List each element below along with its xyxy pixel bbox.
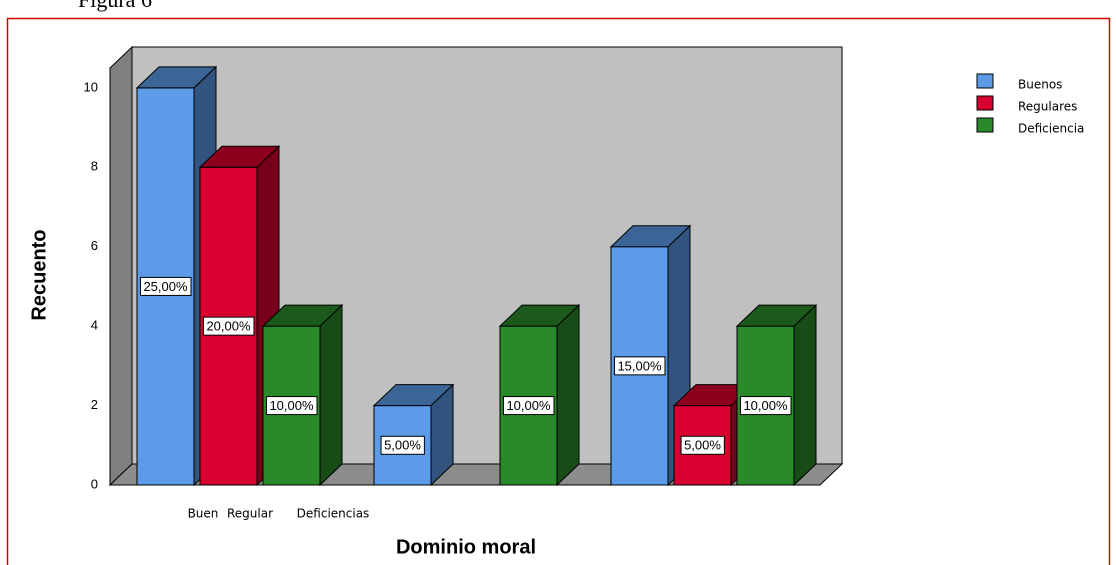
value-label: 10,00% [506, 398, 551, 413]
legend-swatch [976, 117, 994, 133]
legend-swatch [976, 73, 994, 89]
bar-top [609, 225, 692, 248]
y-tick-label: 0 [91, 476, 98, 491]
plot: 0 2 4 6 8 10 25,00% 20,00% 10,00% 5,00% 10,00% 15,0… [84, 45, 1084, 521]
y-tick-label: 2 [91, 397, 98, 412]
legend-label: Regulares [1018, 100, 1077, 114]
y-tick-label: 8 [91, 159, 98, 174]
legend-label: Deficiencia [1018, 122, 1084, 136]
y-tick-label: 4 [91, 318, 98, 333]
bar-top [261, 304, 344, 327]
bar-top [198, 145, 281, 168]
figure-label: Figura 6 [78, 0, 152, 12]
value-label: 5,00% [684, 438, 721, 453]
bar-side [556, 303, 580, 487]
frame [6, 17, 1111, 565]
left-wall [109, 45, 133, 487]
value-label-box [613, 356, 666, 376]
value-label-box [139, 276, 192, 296]
value-label-box [502, 396, 555, 416]
bar-top [498, 304, 581, 327]
legend-label: Buenos [1018, 78, 1062, 92]
x-tick-label: Buen [188, 507, 219, 521]
y-tick-label: 6 [91, 238, 98, 253]
value-label: 20,00% [206, 319, 251, 334]
value-label-box [380, 435, 425, 455]
value-label: 25,00% [143, 279, 188, 294]
value-label-box [202, 316, 255, 336]
y-axis-title: Recuento [28, 229, 50, 320]
value-label: 10,00% [269, 398, 314, 413]
x-tick-label: Deficiencias [297, 507, 370, 521]
bar-top [372, 384, 455, 407]
x-axis-title: Dominio moral [396, 536, 536, 558]
x-tick-label: Regular [227, 507, 273, 521]
value-label-box [265, 396, 318, 416]
value-label-box [739, 396, 792, 416]
legend-swatch [976, 95, 994, 111]
value-label: 5,00% [384, 438, 421, 453]
bar-top [135, 66, 218, 89]
y-tick-label: 10 [84, 79, 98, 94]
bar-top [735, 304, 818, 327]
value-label: 10,00% [743, 398, 788, 413]
bar-side [319, 303, 343, 487]
value-label: 15,00% [617, 358, 662, 373]
value-label-box [680, 435, 725, 455]
bar-side [793, 303, 817, 487]
